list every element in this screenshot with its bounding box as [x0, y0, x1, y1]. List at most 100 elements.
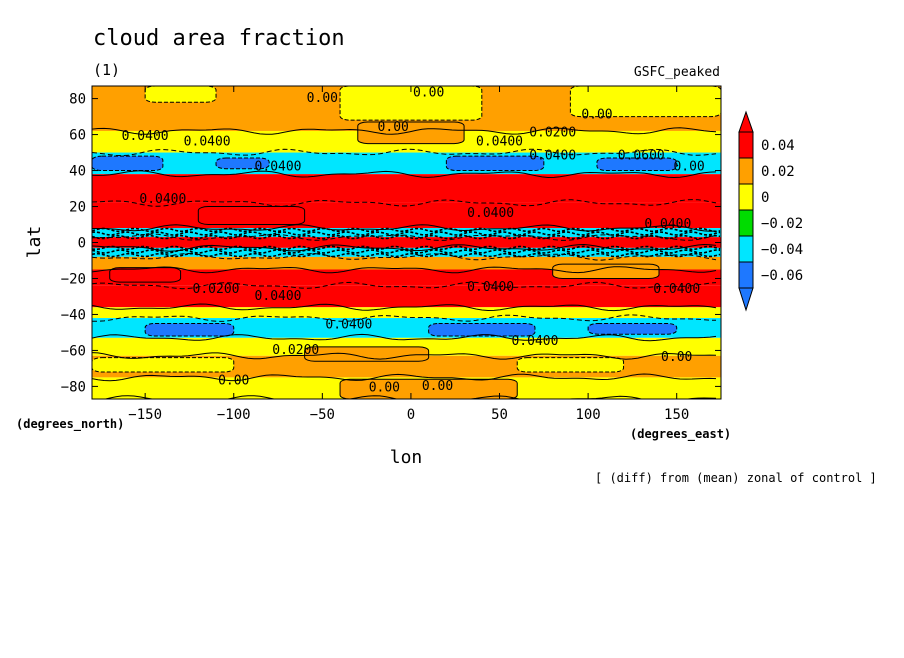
anomaly-patch-17 — [340, 379, 518, 399]
anomaly-patch-14 — [92, 357, 234, 373]
anomaly-patch-3 — [357, 121, 465, 144]
patch-contour-17 — [339, 378, 518, 399]
equatorial-contour-1 — [92, 231, 721, 236]
anomaly-patch-6 — [446, 156, 544, 171]
colorbar-segment-3 — [738, 209, 754, 237]
contour-label-7: 0.0400 — [476, 134, 523, 149]
contour-label-10: 0.00 — [673, 159, 704, 174]
anomaly-patch-0 — [145, 86, 217, 103]
patch-contour-5 — [215, 157, 270, 170]
y-tick-label-0: 80 — [69, 92, 86, 108]
colorbar-label-2: 0 — [761, 190, 769, 206]
contour-label-19: 0.0400 — [325, 318, 372, 333]
anomaly-patch-12 — [428, 323, 535, 337]
y-axis: 80 60 40 20 0 −20 −40 −60 −80 — [61, 92, 721, 395]
anomaly-patch-16 — [517, 357, 624, 373]
colorbar: 0.04 0.02 0 −0.02 −0.04 −0.06 — [738, 110, 803, 312]
contour-label-1: 0.00 — [413, 86, 444, 101]
contour-label-16: 0.0400 — [255, 289, 302, 304]
x-tick-label-6: 150 — [664, 407, 689, 423]
patch-contour-7 — [596, 157, 678, 172]
patch-contour-16 — [516, 357, 625, 373]
contour-label-11: 0.0400 — [255, 159, 302, 174]
contour-line-12 — [92, 333, 717, 342]
colorbar-label-0: 0.04 — [761, 138, 795, 154]
contour-line-0 — [92, 127, 717, 135]
x-tick-label-3: 0 — [407, 407, 415, 423]
contour-line-4 — [92, 224, 717, 232]
case-label: GSFC_peaked — [634, 65, 720, 80]
contour-label-14: 0.0400 — [644, 217, 691, 232]
x-axis-label: lon — [390, 447, 423, 468]
anomaly-patch-13 — [588, 323, 677, 335]
y-tick-label-4: 0 — [78, 236, 86, 252]
contour-lines — [92, 86, 721, 399]
chart-title: cloud area fraction — [93, 26, 345, 51]
contour-label-6: 0.0400 — [184, 134, 231, 149]
colorbar-under-triangle — [738, 287, 754, 312]
contour-labels: 0.00 0.00 0.00 0.0200 0.00 0.0400 0.0400 0.0400… — [122, 86, 705, 396]
y-tick-label-1: 60 — [69, 128, 86, 144]
zonal-band-6 — [92, 237, 721, 248]
y-tick-label-6: −40 — [61, 307, 86, 323]
contour-line-1 — [92, 148, 717, 157]
x-tick-label-4: 50 — [491, 407, 508, 423]
y-tick-label-5: −20 — [61, 271, 86, 287]
y-tick-label-8: −80 — [61, 379, 86, 395]
x-tick-label-1: −100 — [217, 407, 251, 423]
plot-area: 0.00 0.00 0.00 0.0200 0.00 0.0400 0.0400 0.0400… — [91, 85, 722, 400]
contour-line-10 — [92, 303, 717, 312]
patch-contour-8 — [197, 206, 306, 226]
x-tick-label-0: −150 — [128, 407, 162, 423]
contour-label-2: 0.00 — [581, 107, 612, 122]
equatorial-contour-4 — [92, 249, 721, 254]
contour-line-8 — [92, 266, 717, 274]
contour-label-20: 0.0400 — [511, 334, 558, 349]
patch-contour-10 — [552, 263, 660, 279]
colorbar-segment-1 — [738, 157, 754, 185]
contour-label-8: 0.0400 — [529, 149, 576, 164]
colorbar-segment-4 — [738, 235, 754, 263]
zonal-band-4 — [92, 202, 721, 229]
anomaly-patch-8 — [198, 206, 305, 225]
anomaly-patch-2 — [570, 86, 721, 117]
zonal-band-11 — [92, 307, 721, 319]
anomaly-patch-7 — [596, 157, 677, 171]
equatorial-contour-0 — [92, 234, 721, 240]
y-tick-label-7: −60 — [61, 343, 86, 359]
contour-line-15 — [103, 395, 717, 399]
patch-contour-13 — [587, 322, 678, 335]
patch-contour-15 — [304, 346, 430, 362]
contour-label-17: 0.0400 — [467, 280, 514, 295]
zonal-band-7 — [92, 247, 721, 257]
y-axis-units: (degrees_north) — [16, 417, 124, 432]
patch-contour-0 — [144, 86, 217, 103]
contour-label-12: 0.0400 — [139, 192, 186, 207]
patch-contour-4 — [92, 155, 164, 172]
x-axis-units: (degrees_east) — [630, 427, 731, 442]
zonal-band-12 — [92, 318, 721, 338]
anomaly-patch-15 — [304, 346, 429, 362]
contour-line-14 — [92, 373, 717, 382]
anomaly-patch-4 — [92, 156, 163, 171]
colorbar-label-3: −0.02 — [761, 216, 803, 232]
patch-contour-1 — [339, 86, 483, 121]
zonal-band-3 — [92, 174, 721, 203]
anomaly-patch-9 — [109, 267, 181, 283]
equatorial-contour-5 — [92, 252, 721, 258]
contour-label-25: 0.00 — [661, 350, 692, 365]
equatorial-contour-2 — [92, 227, 721, 233]
x-tick-label-2: −50 — [310, 407, 335, 423]
panel-label: (1) — [93, 61, 120, 79]
zonal-band-10 — [92, 285, 721, 308]
colorbar-label-4: −0.04 — [761, 242, 803, 258]
anomaly-patch-5 — [216, 157, 270, 169]
patch-contour-9 — [109, 267, 182, 283]
colorbar-segment-5 — [738, 261, 754, 289]
contour-line-6 — [92, 243, 717, 252]
x-tick-label-5: 100 — [575, 407, 600, 423]
colorbar-label-5: −0.06 — [761, 268, 803, 284]
colorbar-segment-2 — [738, 183, 754, 211]
contour-label-9: 0.0600 — [618, 149, 665, 164]
contour-label-3: 0.0200 — [529, 125, 576, 140]
